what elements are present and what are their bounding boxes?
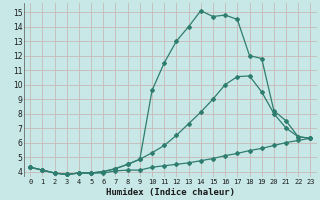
X-axis label: Humidex (Indice chaleur): Humidex (Indice chaleur): [106, 188, 235, 197]
